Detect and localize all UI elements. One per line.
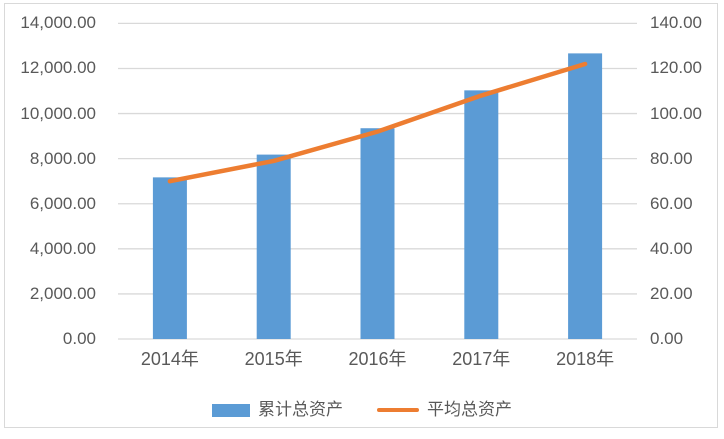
line-series-swatch — [377, 407, 419, 413]
legend: 累计总资产 平均总资产 — [0, 397, 724, 423]
bar-2015年 — [256, 154, 291, 339]
legend-label-average-assets: 平均总资产 — [427, 400, 512, 419]
x-axis-label-2014年: 2014年 — [140, 349, 199, 369]
right-y-axis-tick-label: 120.00 — [650, 58, 702, 78]
left-y-axis-tick-label: 6,000.00 — [29, 193, 96, 213]
bar-series-swatch — [212, 403, 250, 417]
left-y-axis-tick-label: 2,000.00 — [29, 283, 96, 303]
right-y-axis-tick-label: 40.00 — [650, 238, 693, 258]
left-y-axis-tick-label: 8,000.00 — [29, 148, 96, 168]
left-y-axis-tick-label: 0.00 — [62, 329, 96, 348]
legend-label-cumulative-assets: 累计总资产 — [258, 400, 343, 419]
bar-2016年 — [360, 128, 395, 339]
left-y-axis-tick-label: 4,000.00 — [29, 238, 96, 258]
left-y-axis-tick-label: 10,000.00 — [20, 103, 96, 123]
right-y-axis-tick-label: 0.00 — [650, 329, 684, 348]
bar-2018年 — [568, 53, 603, 340]
right-y-axis-tick-label: 140.00 — [650, 13, 702, 33]
right-y-axis-tick-label: 60.00 — [650, 193, 693, 213]
right-y-axis-tick-label: 20.00 — [650, 283, 693, 303]
x-axis-label-2015年: 2015年 — [244, 349, 303, 369]
legend-item-average-assets: 平均总资产 — [377, 400, 512, 420]
average-assets-line — [167, 61, 588, 184]
right-y-axis-tick-label: 100.00 — [650, 103, 702, 123]
left-y-axis-tick-label: 12,000.00 — [20, 58, 96, 78]
left-y-axis-tick-label: 14,000.00 — [20, 13, 96, 33]
x-axis-label-2016年: 2016年 — [348, 349, 407, 369]
right-y-axis-tick-label: 80.00 — [650, 148, 693, 168]
bar-2014年 — [152, 177, 187, 339]
legend-item-cumulative-assets: 累计总资产 — [212, 400, 343, 420]
x-axis-label-2018年: 2018年 — [556, 349, 615, 369]
bar-2017年 — [464, 90, 499, 339]
x-axis-label-2017年: 2017年 — [452, 349, 511, 369]
